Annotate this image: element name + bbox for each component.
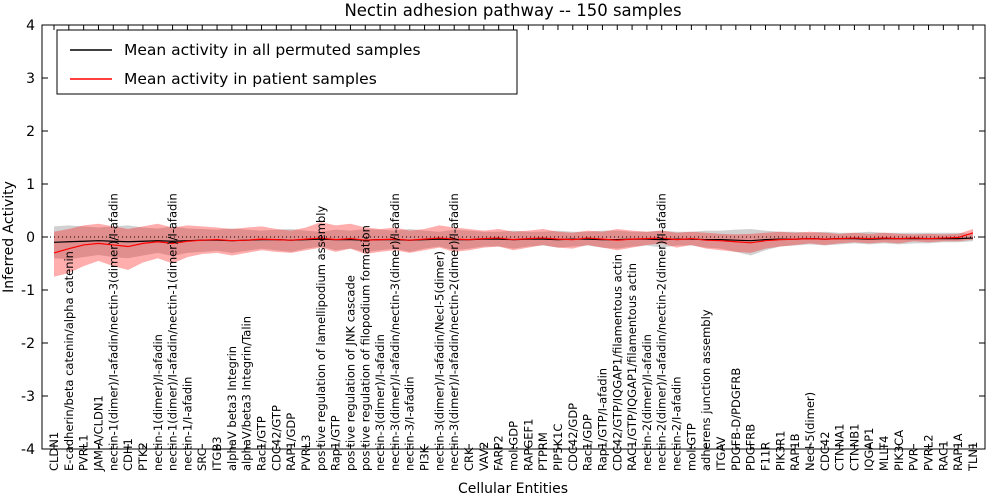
x-tick-label: PVRL3 — [299, 434, 313, 471]
x-tick-label: nectin-3/I-afadin — [403, 377, 417, 472]
x-tick-label: alphaV/beta3 Integrin/Talin — [240, 316, 254, 471]
x-tick-label: CLDN1 — [47, 432, 61, 471]
x-tick-label: PVRL2 — [922, 434, 936, 471]
permuted-samples-range-band — [54, 225, 973, 260]
plot-frame — [41, 24, 986, 450]
x-tick-label: nectin-2(dimer)/I-afadin/nectin-2(dimer)… — [655, 193, 669, 471]
legend-label-permuted: Mean activity in all permuted samples — [124, 41, 421, 59]
x-tick-label: nectin-1(dimer)/I-afadin — [151, 334, 165, 471]
y-tick-label: -4 — [21, 442, 35, 458]
x-tick-label: RAC1 — [936, 440, 950, 471]
y-tick-label: -1 — [21, 283, 35, 299]
series-line-layer — [53, 232, 974, 254]
mean-activity-in-patient-samples-line — [53, 232, 974, 254]
x-tick-label: CDH1 — [121, 438, 135, 471]
x-tick-label: nectin-3(dimer)/I-afadin/Necl-5(dimer) — [432, 251, 446, 471]
x-tick-label: PI3K — [418, 445, 432, 471]
x-tick-label: nectin-2/I-afadin — [670, 377, 684, 472]
y-tick-label: 1 — [26, 177, 35, 193]
x-tick-label: CDC42/GDP — [566, 403, 580, 471]
band-layer — [54, 222, 973, 277]
x-tick-label: nectin-3(dimer)/I-afadin/nectin-2(dimer)… — [447, 193, 461, 471]
x-tick-label: PTPRM — [536, 432, 550, 471]
x-tick-label: JAM-A/CLDN1 — [91, 395, 105, 472]
x-tick-label: RAP1A — [951, 433, 965, 471]
x-tick-label: nectin-1/I-afadin — [180, 377, 194, 472]
x-tick-label: Necl-5(dimer) — [803, 392, 817, 471]
x-tick-label: nectin-3(dimer)/I-afadin — [373, 334, 387, 471]
y-tick-label: 3 — [26, 71, 35, 87]
x-tick-label: CDC42/GTP/IQGAP1/filamentous actin — [610, 254, 624, 471]
x-tick-label: SRC — [195, 448, 209, 471]
x-tick-label: RAP1B — [788, 433, 802, 471]
x-tick-label: FARP2 — [492, 435, 506, 471]
x-tick-label: nectin-2(dimer)/I-afadin — [640, 334, 654, 471]
y-axis-label: Inferred Activity — [1, 181, 17, 293]
x-tick-label: positive regulation of lamellipodium ass… — [314, 206, 328, 471]
x-tick-label: nectin-3(dimer)/I-afadin/nectin-3(dimer)… — [388, 193, 402, 471]
x-tick-label: PVRL1 — [77, 434, 91, 471]
x-tick-label: CRK — [462, 447, 476, 471]
x-tick-label: positive regulation of filopodium format… — [358, 225, 372, 471]
x-tick-label: Rac1/GDP — [581, 414, 595, 471]
x-tick-label: adherens junction assembly — [699, 309, 713, 471]
patient-samples-range-band — [54, 222, 973, 277]
x-tick-label: positive regulation of JNK cascade — [343, 275, 357, 471]
legend-box — [56, 29, 518, 95]
x-tick-label: MLLT4 — [877, 436, 891, 472]
x-tick-label: RAC1/GTP/IQGAP1/filamentous actin — [625, 263, 639, 471]
x-tick-label: ITGB3 — [210, 436, 224, 471]
x-tick-label: E-cadherin/beta catenin/alpha catenin — [62, 251, 76, 471]
x-tick-label: nectin-1(dimer)/I-afadin/nectin-3(dimer)… — [106, 193, 120, 471]
y-tick-label: 4 — [26, 18, 35, 34]
x-tick-label: PDGFB-D/PDGFRB — [729, 368, 743, 471]
y-tick-label: 0 — [26, 230, 35, 246]
legend-label-patient: Mean activity in patient samples — [124, 70, 377, 88]
x-tick-label: RAP1/GDP — [284, 413, 298, 471]
x-tick-label: nectin-1(dimer)/I-afadin/nectin-1(dimer)… — [166, 193, 180, 471]
x-tick-label: CDC42/GTP — [269, 405, 283, 471]
x-tick-label: PVR — [907, 448, 921, 471]
tick-layer: -4 -3 -2 -1 0 1 2 3 4 — [21, 18, 985, 458]
x-tick-label: Rap1/GTP — [329, 415, 343, 471]
x-tick-label: ITGAV — [714, 437, 728, 471]
x-tick-label: Rap1/GTP/I-afadin — [595, 368, 609, 471]
y-tick-label: -2 — [21, 336, 35, 352]
chart-title: Nectin adhesion pathway -- 150 samples — [344, 1, 681, 20]
legend: Mean activity in all permuted samples Me… — [56, 29, 518, 95]
x-tick-label: alphaV beta3 Integrin — [225, 346, 239, 471]
y-tick-label: 2 — [26, 124, 35, 140]
x-tick-label: PIK3R1 — [773, 431, 787, 472]
y-tick-label: -3 — [21, 389, 35, 405]
x-tick-label: Rac1/GTP — [255, 416, 269, 471]
x-axis-label: Cellular Entities — [458, 481, 568, 497]
x-tick-label: CDC42 — [818, 431, 832, 471]
x-tick-label: PIK3CA — [892, 430, 906, 471]
x-tick-label-layer: CLDN1 E-cadherin/beta catenin/alpha caten… — [47, 193, 980, 472]
